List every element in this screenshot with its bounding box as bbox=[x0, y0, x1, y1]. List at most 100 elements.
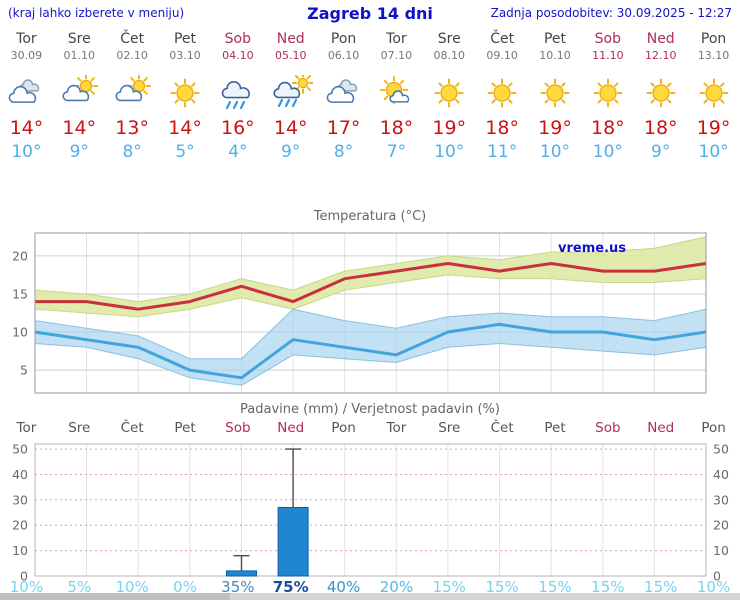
weather-icon-rain bbox=[211, 73, 264, 113]
temp-max: 18° bbox=[643, 117, 678, 139]
day-name: Sob bbox=[224, 31, 252, 47]
weather-icon-mostly-sunny bbox=[370, 73, 423, 113]
day-name: Pet bbox=[173, 31, 197, 47]
page-title: Zagreb 14 dni bbox=[307, 4, 433, 23]
precip-day-label: Pet bbox=[544, 420, 566, 436]
weather-icon-cloudy bbox=[0, 73, 53, 113]
temp-chart-title: Temperatura (°C) bbox=[313, 209, 427, 224]
location-menu-hint: (kraj lahko izberete v meniju) bbox=[8, 6, 185, 20]
precip-day-label: Pet bbox=[174, 420, 196, 436]
svg-text:40: 40 bbox=[713, 467, 729, 482]
precip-probability: 15% bbox=[538, 578, 572, 596]
day-column: Tor 07.10 18° 7° bbox=[370, 31, 423, 162]
day-column: Tor 30.09 14° 10° bbox=[0, 31, 53, 162]
day-column: Sob 11.10 18° 10° bbox=[581, 31, 634, 162]
day-column: Ned 12.10 18° 9° bbox=[634, 31, 687, 162]
svg-text:10: 10 bbox=[12, 325, 28, 340]
temp-max: 18° bbox=[485, 117, 519, 139]
weather-icon-sunny bbox=[476, 73, 529, 113]
weather-icon-sunny bbox=[529, 73, 582, 113]
day-date: 08.10 bbox=[433, 49, 466, 62]
svg-text:5: 5 bbox=[20, 363, 28, 378]
temp-max: 19° bbox=[432, 117, 467, 139]
weather-icon-sunny bbox=[159, 73, 212, 113]
svg-text:0: 0 bbox=[20, 569, 28, 584]
temp-max: 17° bbox=[326, 117, 361, 139]
svg-text:30: 30 bbox=[713, 492, 729, 507]
precip-probability: 10% bbox=[696, 578, 731, 596]
day-column: Sre 01.10 14° 9° bbox=[53, 31, 106, 162]
day-name: Sre bbox=[437, 31, 461, 47]
temperature-chart: 5 10 15 20 bbox=[0, 227, 740, 403]
precip-probability: 15% bbox=[591, 578, 625, 596]
day-name: Tor bbox=[386, 31, 407, 47]
precip-probability: 40% bbox=[326, 578, 361, 596]
temp-min: 10° bbox=[539, 142, 571, 162]
horizontal-scrollbar[interactable] bbox=[0, 593, 740, 600]
day-date: 10.10 bbox=[539, 49, 571, 62]
day-date: 30.09 bbox=[10, 49, 43, 62]
temp-max: 14° bbox=[62, 117, 97, 139]
temp-min: 10° bbox=[11, 142, 42, 162]
weather-icon-cloudy bbox=[317, 73, 370, 113]
day-column: Pet 03.10 14° 5° bbox=[159, 31, 212, 162]
days-row: Tor 30.09 14° 10° Sre 01.10 14° 9° Čet 02.10 13° 8°… bbox=[0, 31, 740, 162]
precip-probability: 15% bbox=[644, 578, 678, 596]
day-date: 05.10 bbox=[274, 49, 307, 62]
weather-icon-sunny bbox=[581, 73, 634, 113]
day-name: Ned bbox=[276, 31, 305, 47]
precip-probability: 10% bbox=[9, 578, 44, 596]
svg-text:40: 40 bbox=[12, 467, 28, 482]
temp-max: 14° bbox=[273, 117, 308, 139]
temp-min: 9° bbox=[69, 142, 89, 162]
svg-text:10: 10 bbox=[12, 543, 28, 558]
precip-day-label: Ned bbox=[277, 420, 305, 436]
day-name: Čet bbox=[490, 31, 515, 47]
day-date: 09.10 bbox=[486, 49, 518, 62]
precip-day-label: Sob bbox=[225, 420, 251, 436]
svg-text:10: 10 bbox=[713, 543, 729, 558]
temp-min: 10° bbox=[592, 142, 623, 162]
weather-icon-partly-cloudy bbox=[106, 73, 159, 113]
precip-probability: 75% bbox=[272, 578, 309, 596]
svg-text:20: 20 bbox=[12, 518, 28, 533]
scrollbar-thumb[interactable] bbox=[0, 593, 230, 600]
probability-row: 10% 5% 10% 0% 35% 75% 40% 20% 15% 15% 15% 15% 15% 10% bbox=[0, 578, 740, 596]
temp-min: 9° bbox=[281, 142, 301, 162]
precip-probability: 35% bbox=[221, 578, 255, 596]
temp-min: 4° bbox=[228, 142, 248, 162]
svg-text:15: 15 bbox=[12, 287, 28, 302]
temp-max: 18° bbox=[591, 117, 625, 139]
precip-day-label: Sob bbox=[595, 420, 621, 436]
temp-max: 14° bbox=[168, 117, 202, 139]
temp-max: 14° bbox=[9, 117, 44, 139]
day-date: 01.10 bbox=[63, 49, 96, 62]
precipitation-chart: 0 0 10 10 20 20 30 30 40 40 50 50 bbox=[0, 436, 740, 592]
svg-text:20: 20 bbox=[12, 248, 28, 263]
day-column: Ned 05.10 14° 9° bbox=[264, 31, 317, 162]
temp-max: 19° bbox=[696, 117, 731, 139]
day-date: 07.10 bbox=[380, 49, 413, 62]
weather-icon-rain-sun bbox=[264, 73, 317, 113]
day-name: Sob bbox=[594, 31, 622, 47]
day-name: Ned bbox=[646, 31, 675, 47]
day-column: Čet 09.10 18° 11° bbox=[476, 31, 529, 162]
day-column: Pon 06.10 17° 8° bbox=[317, 31, 370, 162]
precip-day-label: Sre bbox=[438, 420, 461, 436]
watermark-link[interactable]: vreme.us bbox=[558, 241, 626, 256]
precip-probability: 15% bbox=[485, 578, 519, 596]
precip-probability: 20% bbox=[379, 578, 414, 596]
temp-min: 7° bbox=[386, 142, 407, 162]
day-name: Sre bbox=[67, 31, 91, 47]
temp-max: 16° bbox=[221, 117, 255, 139]
day-name: Čet bbox=[120, 31, 145, 47]
precip-day-label: Pon bbox=[701, 420, 726, 436]
precip-days-row: Tor Sre Čet Pet Sob Ned Pon Tor Sre Čet Pet Sob Ned P… bbox=[0, 420, 740, 436]
temp-min: 8° bbox=[122, 142, 142, 162]
svg-text:30: 30 bbox=[12, 492, 28, 507]
precip-day-label: Čet bbox=[490, 420, 514, 436]
svg-text:20: 20 bbox=[713, 518, 729, 533]
weather-icon-sunny bbox=[423, 73, 476, 113]
day-date: 02.10 bbox=[116, 49, 148, 62]
